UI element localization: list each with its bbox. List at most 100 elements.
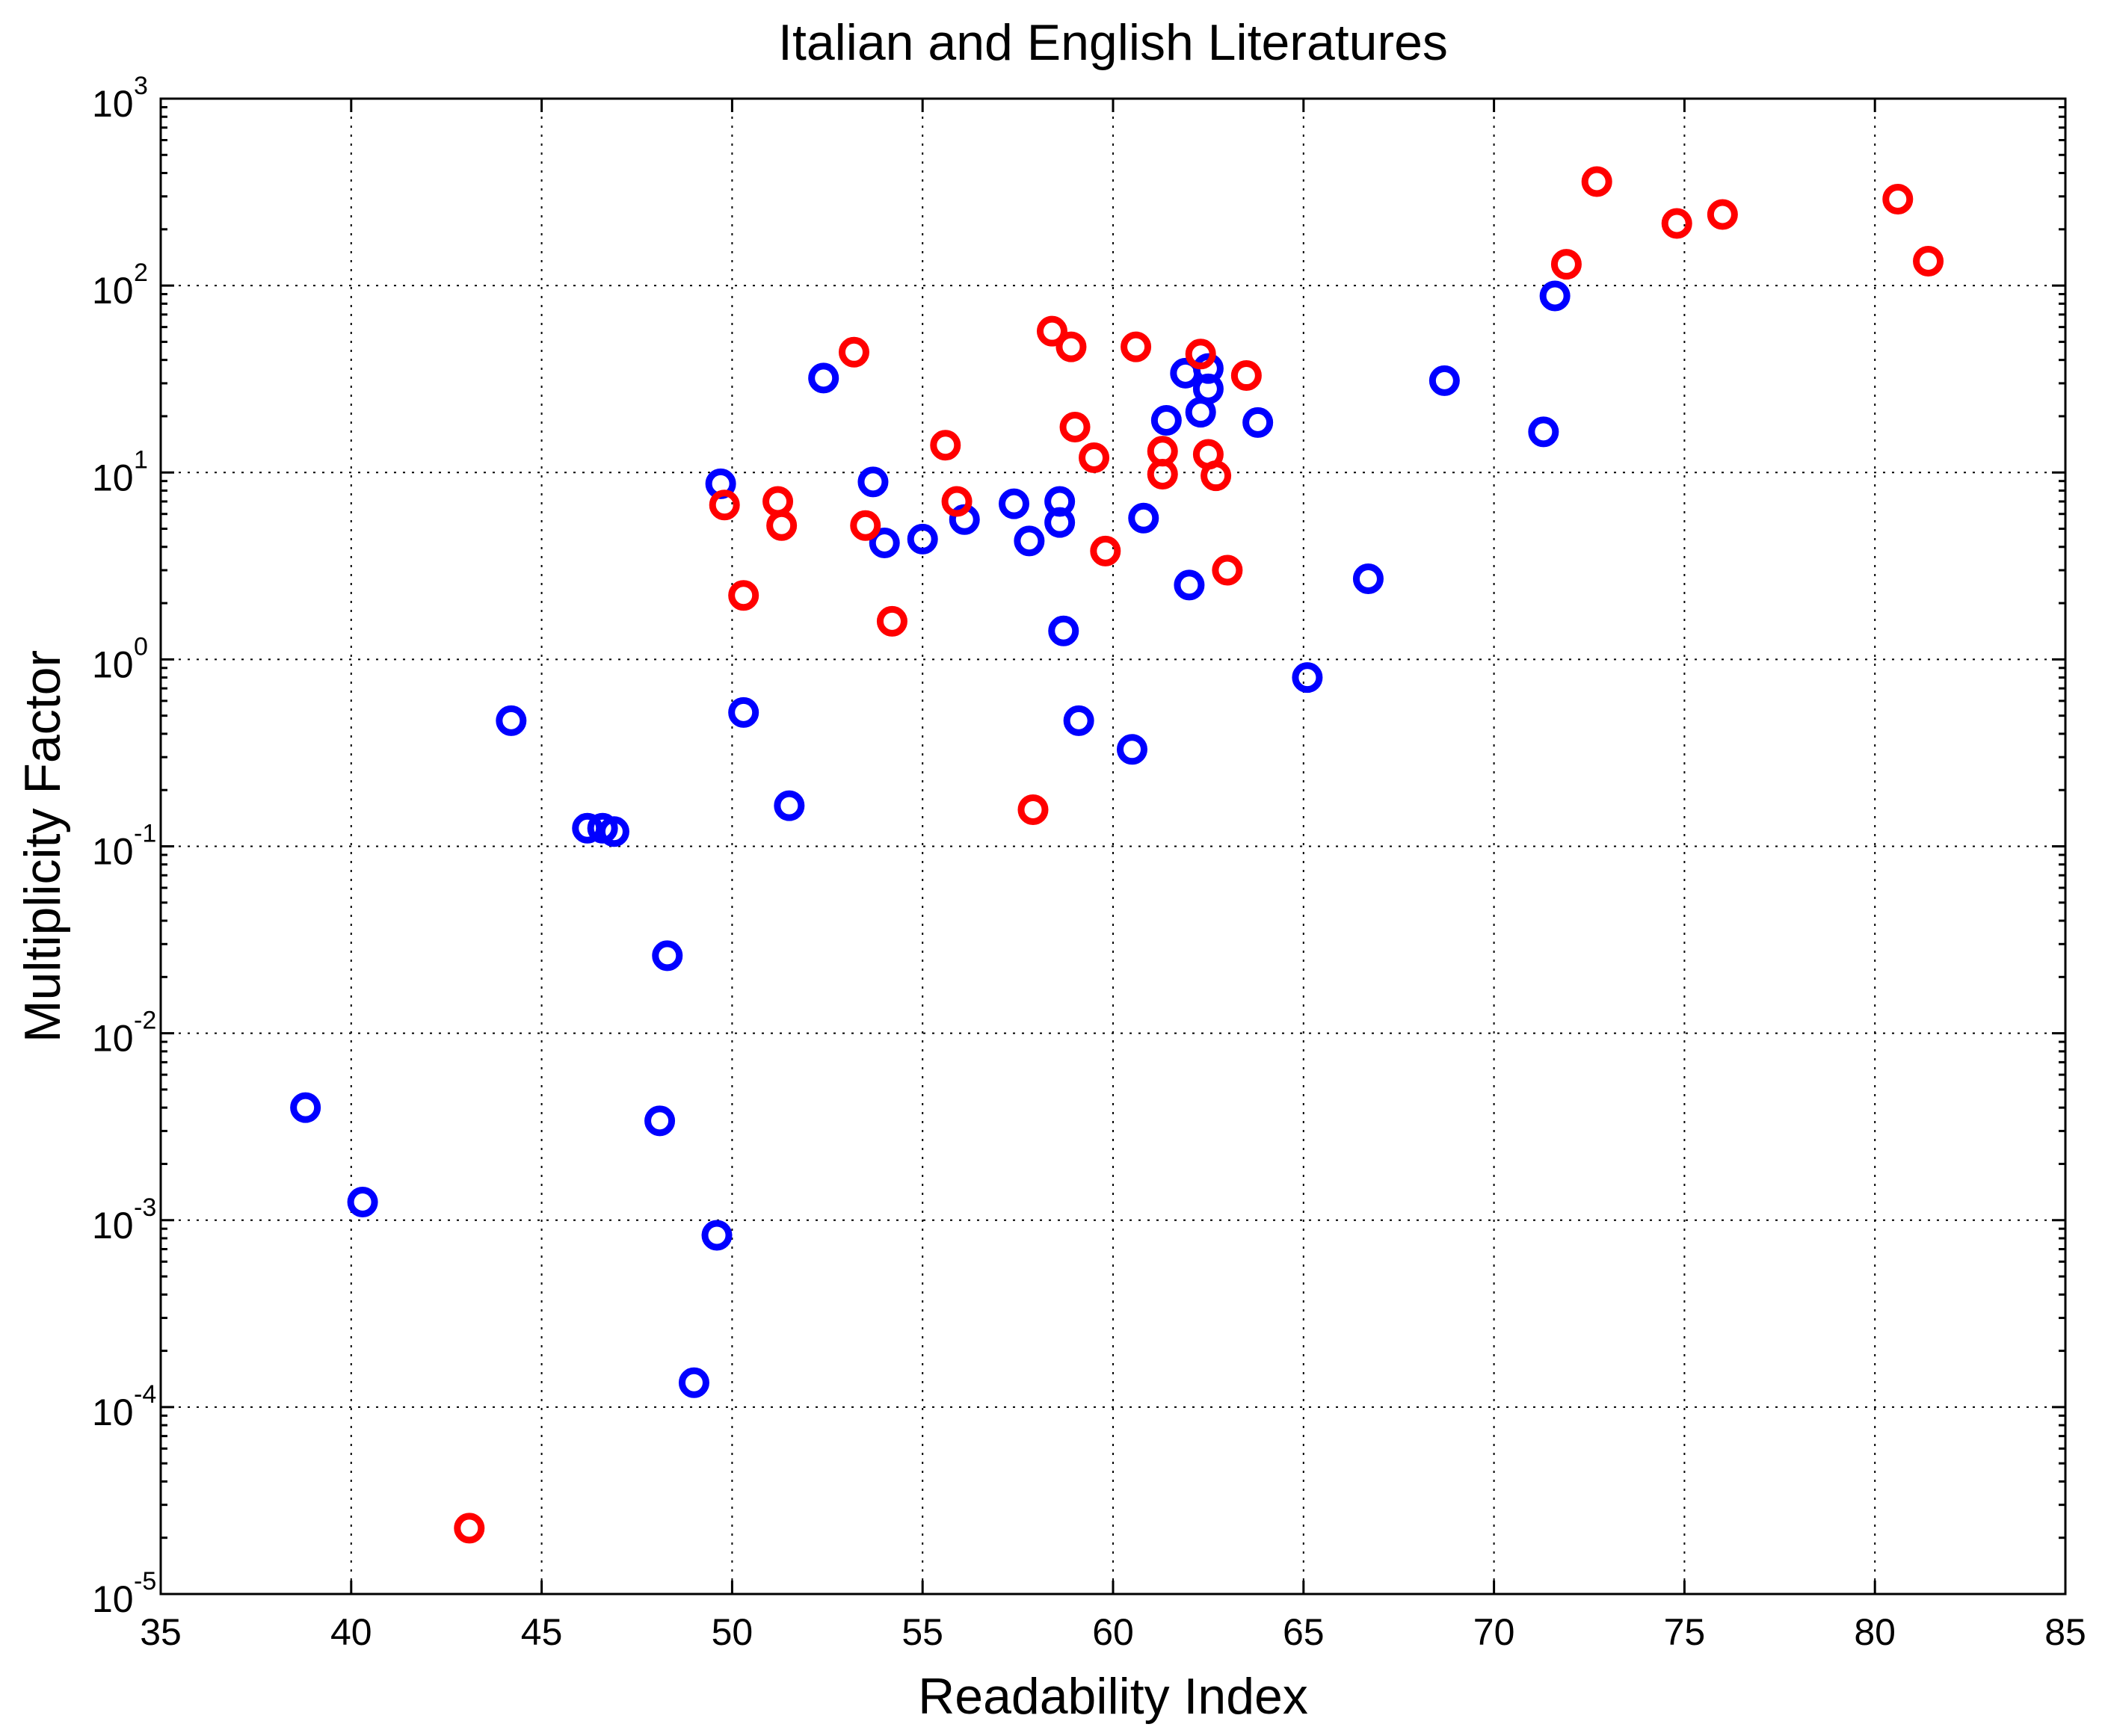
y-tick-exponent: 1: [134, 445, 148, 474]
data-point: [869, 527, 900, 558]
y-tick-exponent: -1: [134, 820, 156, 848]
data-point: [1079, 442, 1110, 473]
data-point: [930, 430, 961, 461]
y-tick-base: 10: [92, 831, 134, 873]
data-point: [774, 790, 805, 821]
data-point: [1212, 555, 1243, 586]
y-axis-label: Multiplicity Factor: [14, 650, 71, 1042]
y-tick-base: 10: [92, 1205, 134, 1247]
data-point: [1116, 734, 1147, 765]
data-point: [1581, 166, 1612, 197]
x-tick-label: 70: [1473, 1611, 1515, 1653]
data-point: [1150, 405, 1182, 436]
y-tick-base: 10: [92, 1578, 134, 1620]
data-point: [1352, 563, 1384, 594]
data-point: [1882, 183, 1914, 214]
data-point: [347, 1187, 378, 1218]
data-point: [1048, 615, 1079, 646]
data-point: [766, 510, 798, 541]
data-points: [290, 166, 1944, 1544]
x-tick-label: 85: [2044, 1611, 2086, 1653]
data-point: [907, 523, 938, 555]
data-point: [876, 605, 907, 637]
x-tick-label: 80: [1854, 1611, 1896, 1653]
data-point: [850, 510, 881, 541]
y-tick-label: 10 -1: [92, 820, 156, 873]
data-point: [678, 1367, 709, 1398]
y-tick-base: 10: [92, 1018, 134, 1060]
data-point: [1292, 662, 1323, 694]
data-point: [1059, 411, 1091, 442]
y-tick-label: 10 -5: [92, 1567, 156, 1620]
y-tick-label: 10 -2: [92, 1007, 156, 1060]
data-point: [1185, 339, 1216, 370]
x-tick-label: 65: [1283, 1611, 1325, 1653]
y-tick-label: 10 -4: [92, 1380, 156, 1433]
y-tick-base: 10: [92, 270, 134, 312]
y-tick-base: 10: [92, 457, 134, 498]
data-point: [838, 336, 869, 368]
y-tick-exponent: -2: [134, 1007, 156, 1035]
data-point: [1044, 486, 1076, 517]
data-point: [1192, 373, 1224, 404]
data-point: [496, 705, 527, 736]
grid-lines: [161, 99, 2065, 1594]
data-point: [1090, 535, 1121, 566]
x-tick-label: 75: [1664, 1611, 1706, 1653]
y-tick-exponent: 2: [134, 259, 148, 287]
data-point: [1063, 705, 1094, 736]
data-point: [709, 489, 740, 521]
y-tick-base: 10: [92, 1391, 134, 1433]
y-tick-exponent: -4: [134, 1380, 156, 1409]
x-tick-label: 35: [140, 1611, 182, 1653]
y-tick-label: 10 0: [92, 632, 148, 685]
data-point: [290, 1092, 321, 1123]
y-tick-base: 10: [92, 643, 134, 685]
data-point: [857, 466, 889, 498]
data-point: [1242, 407, 1274, 438]
data-point: [728, 580, 759, 611]
y-tick-exponent: 3: [134, 72, 148, 100]
data-point: [1913, 246, 1944, 277]
data-point: [652, 940, 683, 972]
data-point: [1174, 569, 1205, 601]
data-point: [1539, 280, 1571, 312]
data-point: [598, 816, 629, 847]
data-point: [1661, 208, 1692, 239]
y-tick-exponent: -5: [134, 1567, 156, 1596]
data-point: [999, 488, 1030, 519]
series-0: [290, 280, 1571, 1398]
data-point: [1055, 331, 1087, 362]
data-point: [728, 696, 759, 728]
data-point: [1230, 360, 1262, 392]
series-1: [454, 166, 1944, 1544]
x-tick-label: 45: [521, 1611, 563, 1653]
data-point: [941, 486, 973, 517]
y-tick-label: 10 -3: [92, 1193, 156, 1247]
data-point: [1528, 416, 1559, 448]
data-point: [1550, 249, 1582, 280]
data-point: [1201, 460, 1232, 492]
data-point: [1428, 365, 1460, 396]
x-tick-label: 55: [902, 1611, 943, 1653]
y-tick-label: 10 2: [92, 259, 148, 312]
chart-title: Italian and English Literatures: [778, 14, 1448, 71]
data-point: [1017, 794, 1049, 826]
data-point: [454, 1513, 485, 1544]
data-point: [808, 362, 839, 394]
x-tick-labels: 35 40 45 50 55 60 65 70 75 80 85: [140, 1611, 2086, 1653]
y-tick-label: 10 1: [92, 445, 148, 498]
y-tick-base: 10: [92, 83, 134, 125]
data-point: [1121, 331, 1152, 362]
data-point: [644, 1105, 676, 1137]
data-point: [1128, 502, 1159, 534]
plot-frame: [159, 97, 2067, 1596]
x-axis-label: Readability Index: [918, 1668, 1308, 1725]
data-point: [701, 1220, 733, 1251]
y-tick-exponent: 0: [134, 632, 148, 661]
x-tick-label: 50: [712, 1611, 753, 1653]
data-point: [1147, 458, 1178, 489]
